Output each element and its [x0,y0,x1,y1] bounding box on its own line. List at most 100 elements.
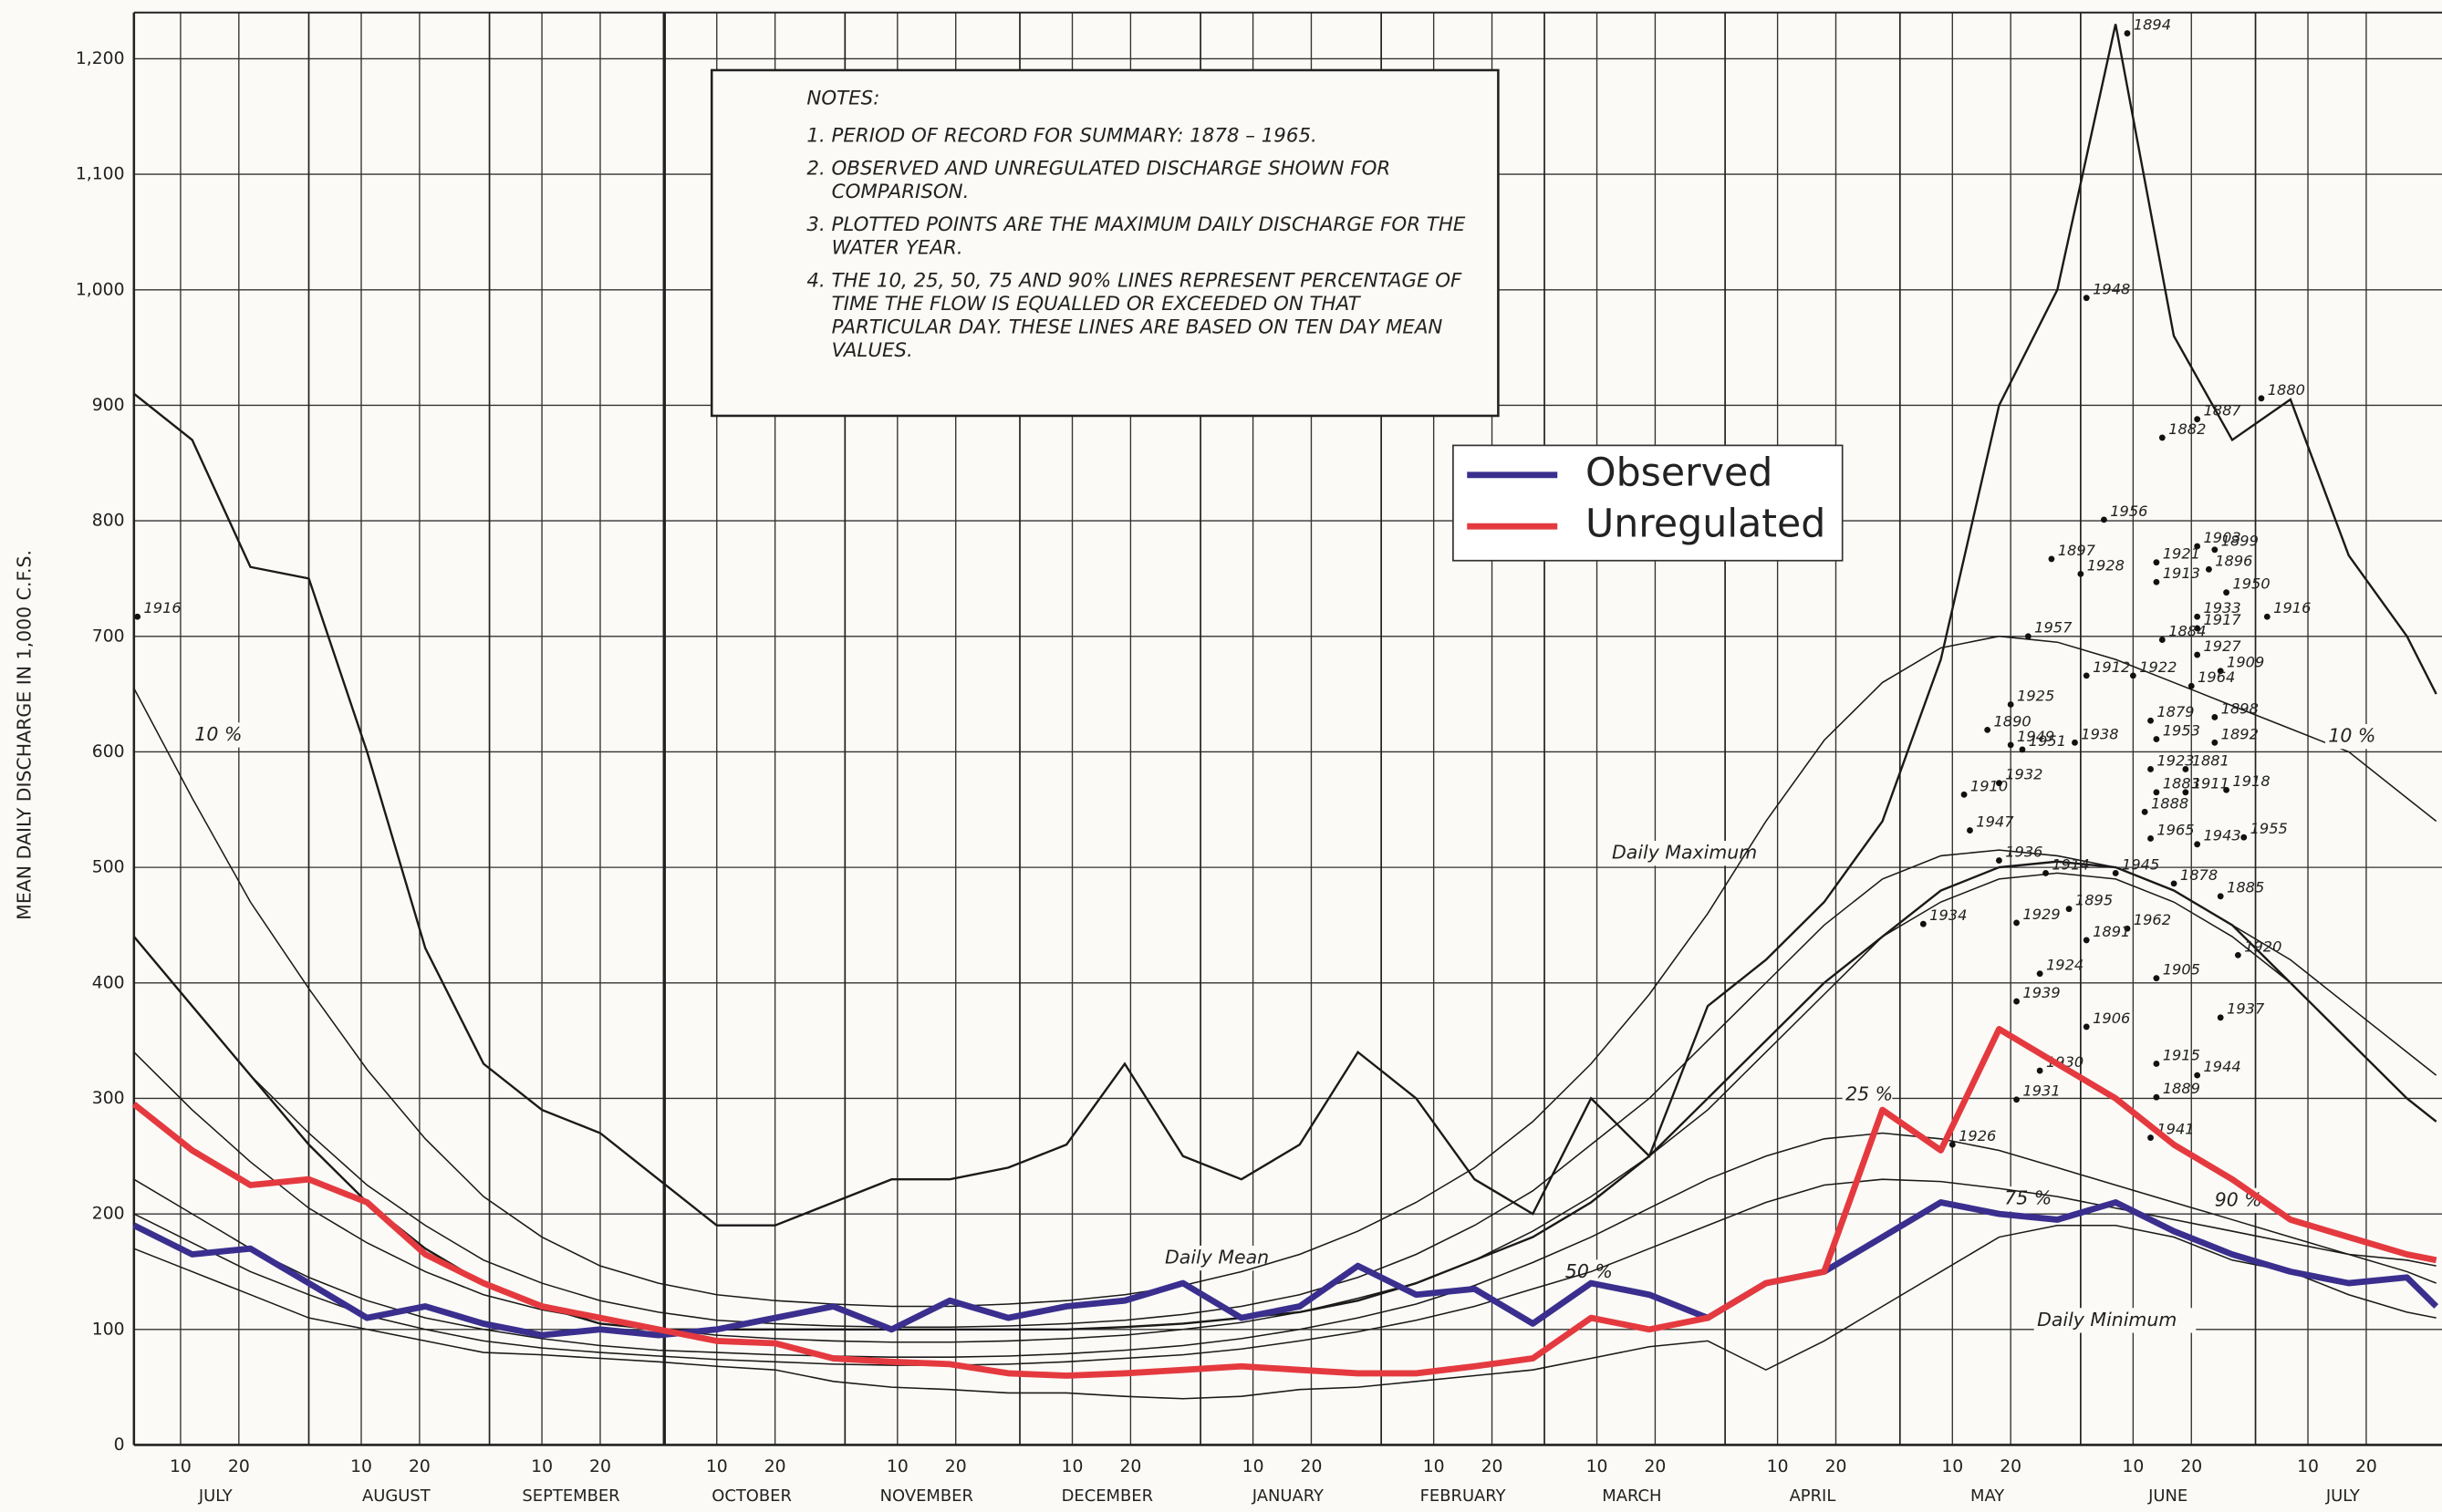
max-year-label: 1947 [1976,813,2014,831]
y-tick-label: 200 [92,1205,125,1224]
max-point [2147,717,2154,724]
max-point [2072,739,2078,746]
max-point [2194,543,2201,550]
max-year-label: 1882 [2168,420,2206,438]
y-tick-label: 100 [92,1320,125,1339]
reference-line [133,1178,2437,1366]
max-year-label: 1920 [2244,937,2281,955]
month-label: JANUARY [1252,1486,1324,1506]
x-tick-label: 10 [531,1457,553,1476]
max-year-label: 1951 [2029,732,2066,750]
reference-label: Daily Mean [1165,1247,1269,1269]
max-year-label: 1880 [2268,381,2305,399]
month-label: NOVEMBER [880,1486,973,1506]
max-year-label: 1917 [2203,611,2241,628]
max-year-label: 1965 [2156,821,2194,838]
max-point [2194,613,2201,620]
max-year-label: 1910 [1970,777,2008,794]
month-label: JULY [198,1486,233,1506]
max-year-label: 1944 [2203,1058,2240,1075]
reference-line [133,635,2437,1308]
x-tick-label: 20 [2180,1457,2202,1476]
max-year-label: 1892 [2221,725,2259,742]
max-point [2211,546,2219,554]
x-tick-label: 10 [2297,1457,2319,1476]
max-point [1995,780,2002,787]
legend: Observed Unregulated [1452,444,1844,562]
max-year-label: 1929 [2022,906,2060,923]
label-backdrop [1842,1082,1893,1107]
max-year-label: 1883 [2163,775,2200,792]
max-year-label: 1945 [2122,855,2159,873]
max-point [2124,30,2131,36]
note: 2. OBSERVED AND UNREGULATED DISCHARGE SH… [806,155,1391,203]
month-label: AUGUST [362,1486,431,1506]
max-point [2217,893,2224,900]
max-point [2194,841,2201,848]
max-point [2234,951,2241,958]
max-year-label: 1956 [2110,502,2147,520]
max-point [2182,766,2189,772]
month-label: JUNE [2147,1486,2187,1506]
max-year-label: 1964 [2198,668,2235,686]
max-year-label: 1915 [2163,1046,2200,1063]
x-tick-label: 10 [1062,1457,1084,1476]
reference-line [133,849,2437,1328]
max-point [2258,395,2265,402]
max-year-label: 1897 [2058,542,2096,559]
month-label: MARCH [1602,1486,1661,1506]
max-year-label: 1925 [2017,687,2054,704]
max-year-label: 1890 [1993,712,2031,730]
month-label: JULY [2325,1486,2360,1506]
max-point [2153,789,2160,796]
max-point [2147,766,2154,772]
max-year-label: 1941 [2156,1120,2194,1137]
x-tick-label: 10 [1242,1457,1264,1476]
max-year-label: 1934 [1929,906,1967,924]
max-year-label: 1887 [2203,402,2241,419]
max-year-label: 1916 [143,599,181,616]
max-year-label: 1923 [2156,751,2194,769]
max-year-label: 1922 [2139,658,2177,676]
max-point [2194,1072,2201,1079]
month-label: OCTOBER [712,1486,792,1506]
max-point [2182,789,2189,796]
y-axis-label: MEAN DAILY DISCHARGE IN 1,000 C.F.S. [13,550,35,920]
series-line [132,1199,2439,1339]
max-year-label: 1932 [2005,766,2042,783]
label-backdrop [2033,1308,2197,1333]
max-year-label: 1885 [2227,879,2264,896]
max-year-label: 1948 [2093,281,2130,298]
max-point [2223,786,2230,793]
max-year-label: 1894 [2134,16,2171,34]
max-point [2083,672,2090,679]
max-year-label: 1949 [2017,728,2054,745]
label-backdrop [1161,1245,1287,1271]
max-year-label: 1895 [2075,892,2113,909]
max-year-label: 1931 [2022,1082,2060,1100]
reference-line [133,24,2437,1227]
reference-line [133,872,2437,1343]
month-label: DECEMBER [1062,1486,1153,1506]
x-tick-label: 20 [1481,1457,1503,1476]
x-tick-label: 20 [409,1457,431,1476]
y-tick-label: 1,100 [76,165,125,184]
max-year-label: 1936 [2005,843,2042,860]
x-tick-label: 20 [764,1457,786,1476]
y-tick-label: 900 [92,396,125,415]
max-point [2170,880,2177,887]
note: 4. THE 10, 25, 50, 75 AND 90% LINES REPR… [806,267,1462,362]
max-point [2158,637,2166,644]
label-backdrop [1562,1259,1613,1285]
max-point [2019,746,2026,753]
max-point [2223,589,2230,596]
month-label: FEBRUARY [1420,1486,1506,1506]
y-tick-label: 0 [114,1435,125,1455]
max-point [134,613,141,620]
x-tick-label: 10 [706,1457,728,1476]
label-backdrop [2324,724,2375,750]
max-point [1984,726,1991,733]
max-year-label: 1896 [2215,552,2252,569]
max-year-label: 1924 [2046,957,2083,974]
